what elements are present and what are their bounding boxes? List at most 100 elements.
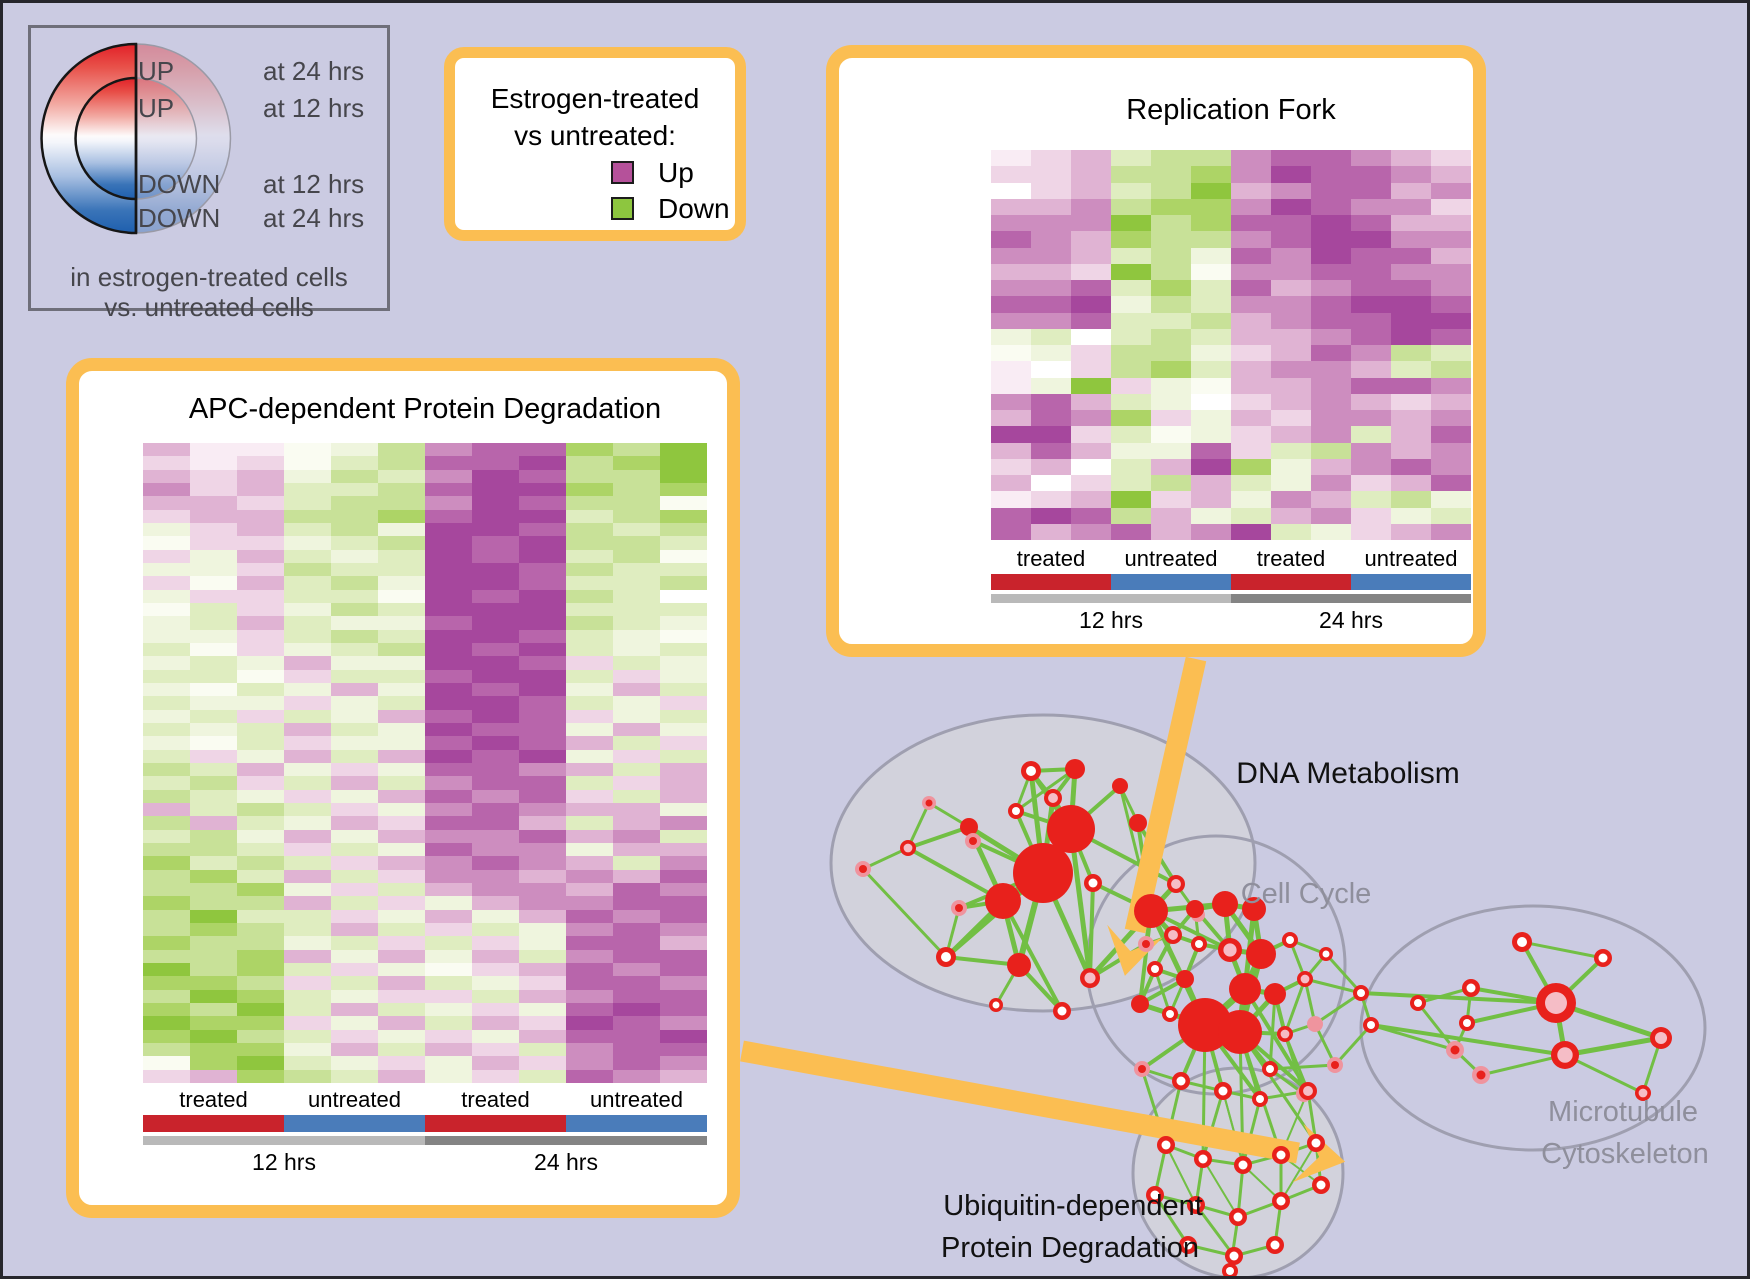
network-node-core <box>1322 950 1330 958</box>
heatmap-cell <box>331 989 378 1003</box>
heatmap-cell <box>190 962 237 977</box>
heatmap-cell <box>331 909 378 923</box>
heatmap-cell <box>331 976 378 990</box>
heatmap-cell <box>143 909 190 923</box>
heatmap-cell <box>378 962 425 977</box>
heatmap-cell <box>190 896 237 910</box>
network-node-core <box>1229 1251 1239 1261</box>
heatmap-cell <box>237 829 284 843</box>
network-node-core <box>955 904 963 912</box>
heatmap-cell <box>566 896 613 910</box>
heatmap-cell <box>1351 182 1391 199</box>
heatmap-cell <box>1031 166 1071 183</box>
heatmap-cell <box>190 562 237 577</box>
heatmap-cell <box>613 1069 660 1083</box>
heatmap-cell <box>143 989 190 1003</box>
network-node <box>1007 953 1031 977</box>
heatmap-cell <box>613 789 660 803</box>
heatmap-cell <box>1431 442 1471 459</box>
network-edge <box>1314 991 1362 1026</box>
network-edge <box>1480 1053 1566 1077</box>
heatmap-cell <box>613 1002 660 1017</box>
circle-legend-caption-2: vs. untreated cells <box>104 292 314 322</box>
heatmap-cell <box>143 669 190 683</box>
network-node-core <box>1517 937 1527 947</box>
estrogen-legend-title-2: vs untreated: <box>514 120 676 151</box>
panel-link-arrow-shaft <box>1124 656 1207 934</box>
heatmap-cell <box>1311 247 1351 264</box>
heatmap-cell <box>519 709 566 723</box>
network-node-core <box>1088 878 1098 888</box>
heatmap-cell <box>284 456 331 470</box>
heatmap-cell <box>1271 426 1311 443</box>
heatmap-cell <box>284 562 331 577</box>
heatmap-cell <box>519 749 566 763</box>
heatmap-cell <box>519 549 566 563</box>
heatmap-cell <box>1391 410 1431 427</box>
heatmap-cell <box>1191 198 1231 215</box>
heatmap-cell <box>237 1016 284 1030</box>
heatmap-cell <box>190 1056 237 1070</box>
heatmap-cell <box>1231 377 1271 394</box>
network-node-core <box>1084 972 1096 984</box>
heatmap-cell <box>472 682 519 697</box>
heatmap-cell <box>519 522 566 537</box>
heatmap-cell <box>660 1042 707 1057</box>
heatmap-cell <box>472 549 519 563</box>
network-node-core <box>1195 940 1203 948</box>
network-node-core <box>1638 1088 1648 1098</box>
heatmap-cell <box>378 736 425 750</box>
heatmap-cell <box>660 856 707 870</box>
heatmap-cell <box>519 869 566 883</box>
heatmap-cell <box>1391 263 1431 280</box>
heatmap-cell <box>237 749 284 763</box>
heatmap-cell <box>566 909 613 923</box>
heatmap-cell <box>425 669 472 683</box>
heatmap-cell <box>1191 182 1231 199</box>
heatmap-cell <box>425 696 472 710</box>
heatmap-cell <box>378 456 425 470</box>
heatmap-cell <box>613 642 660 657</box>
network-node-core <box>1238 1160 1248 1170</box>
heatmap-cell <box>660 1002 707 1017</box>
heatmap-cell <box>613 456 660 470</box>
heatmap-cell <box>190 616 237 630</box>
heatmap-cell <box>237 976 284 990</box>
heatmap-cell <box>190 696 237 710</box>
heatmap-cell <box>991 377 1031 394</box>
heatmap-cell <box>1311 410 1351 427</box>
heatmap-cell <box>331 469 378 483</box>
heatmap-cell <box>284 642 331 657</box>
heatmap-cell <box>1191 410 1231 427</box>
heatmap-cell <box>237 642 284 657</box>
heatmap-cell <box>613 536 660 550</box>
heatmap-cell <box>519 1016 566 1030</box>
heatmap-cell <box>331 589 378 603</box>
heatmap-cell <box>425 576 472 590</box>
heatmap-cell <box>331 949 378 963</box>
heatmap-cell <box>1271 507 1311 524</box>
heatmap-cell <box>1231 410 1271 427</box>
heatmap-cell <box>284 469 331 483</box>
heatmap-cell <box>1391 458 1431 475</box>
heatmap-cell <box>1151 296 1191 313</box>
heatmap-cell <box>143 802 190 817</box>
heatmap-cell <box>613 562 660 577</box>
heatmap-cell <box>425 882 472 897</box>
network-edge <box>1202 1158 1239 1218</box>
heatmap-cell <box>1191 491 1231 508</box>
untreated-label: untreated <box>1364 546 1458 571</box>
network-node-core <box>1303 1086 1313 1096</box>
down-24-time: at 24 hrs <box>263 203 365 233</box>
heatmap-cell <box>425 949 472 963</box>
heatmap-cell <box>472 456 519 470</box>
network-edge <box>1370 1023 1566 1057</box>
heatmap-cell <box>1071 491 1111 508</box>
heatmap-cell <box>472 829 519 843</box>
heatmap-cell <box>331 802 378 817</box>
heatmap-cell <box>472 709 519 723</box>
network-node-core <box>1300 974 1310 984</box>
heatmap-cell <box>1391 426 1431 443</box>
heatmap-cell <box>331 496 378 510</box>
heatmap-cell <box>284 536 331 550</box>
